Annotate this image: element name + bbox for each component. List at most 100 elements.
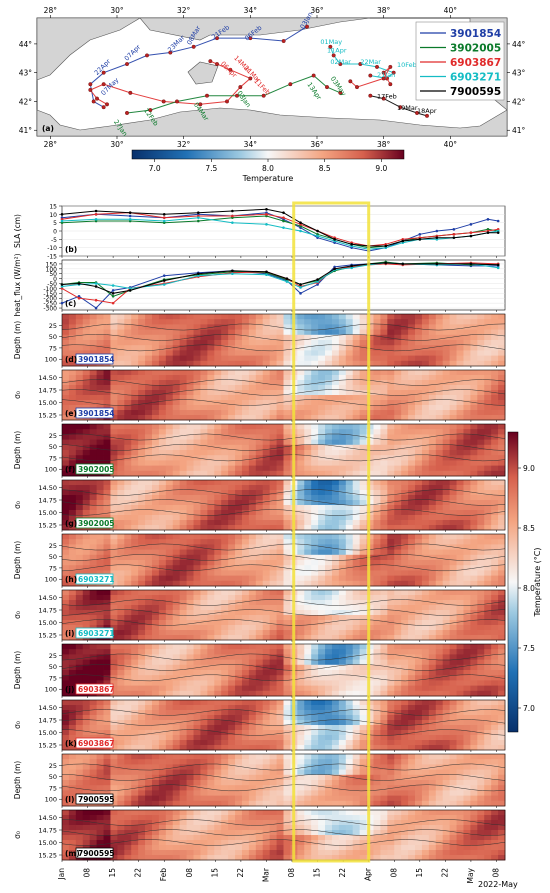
section-cell <box>145 415 153 421</box>
section-cell <box>352 480 361 486</box>
section-cell <box>463 534 471 540</box>
section-cell <box>331 520 340 526</box>
section-cell <box>124 410 132 416</box>
section-cell <box>470 615 478 621</box>
section-cell <box>435 415 444 421</box>
section-cell <box>158 685 167 692</box>
section-cell <box>359 690 367 697</box>
float-tag-box <box>75 517 114 529</box>
section-cell <box>484 525 492 531</box>
section-cell <box>221 675 229 681</box>
section-cell <box>131 520 139 526</box>
section-cell <box>262 370 271 376</box>
section-cell <box>352 630 361 636</box>
section-cell <box>89 439 98 446</box>
section-cell <box>138 580 146 587</box>
section-cell <box>269 380 277 386</box>
section-cell <box>325 334 333 341</box>
section-cell <box>124 664 132 671</box>
section-cell <box>449 395 457 401</box>
section-cell <box>283 500 291 506</box>
section-cell <box>408 620 416 626</box>
section-cell <box>62 539 70 545</box>
section-cell <box>235 560 243 566</box>
section-cell <box>241 455 250 461</box>
section-cell <box>124 480 132 486</box>
section-cell <box>318 324 326 330</box>
section-cell <box>491 534 499 540</box>
section-cell <box>68 664 77 671</box>
section-cell <box>228 340 236 346</box>
section-cell <box>75 570 84 576</box>
section-cell <box>145 590 153 596</box>
section-cell <box>338 319 347 325</box>
section-cell <box>325 434 333 440</box>
section-cell <box>186 605 194 611</box>
section-cell <box>318 500 326 506</box>
section-cell <box>200 670 208 676</box>
section-cell <box>442 495 451 501</box>
section-cell <box>394 590 402 596</box>
series-point-3901854 <box>316 283 319 286</box>
section-cell <box>193 549 201 556</box>
section-cell <box>477 415 485 421</box>
section-cell <box>68 345 77 351</box>
section-cell <box>283 685 291 692</box>
section-cell <box>477 465 485 472</box>
section-cell <box>221 390 229 396</box>
section-cell <box>366 390 374 396</box>
section-cell <box>415 444 423 451</box>
section-cell <box>235 329 243 336</box>
section-cell <box>221 350 229 356</box>
section-cell <box>331 610 340 616</box>
section-cell <box>491 544 499 550</box>
section-cell <box>138 480 146 486</box>
section-cell <box>359 615 367 621</box>
section-cell <box>145 670 153 676</box>
section-cell <box>276 424 284 430</box>
section-cell <box>158 460 167 466</box>
section-cell <box>415 455 423 461</box>
section-cell <box>491 314 499 320</box>
section-cell <box>470 340 478 346</box>
section-cell <box>62 635 70 641</box>
section-cell <box>262 605 271 611</box>
section-cell <box>373 615 381 621</box>
section-cell <box>145 549 153 556</box>
section-cell <box>124 429 132 435</box>
section-cell <box>325 554 333 561</box>
section-cell <box>491 400 499 406</box>
section-cell <box>311 444 319 451</box>
section-cell <box>241 680 250 686</box>
section-cell <box>138 470 146 477</box>
section-cell <box>304 570 312 576</box>
section-cell <box>75 350 84 356</box>
section-cell <box>394 450 402 456</box>
section-cell <box>214 485 222 491</box>
section-cell <box>477 340 485 346</box>
section-cell <box>463 350 471 356</box>
section-cell <box>325 400 333 406</box>
section-cell <box>269 485 277 491</box>
section-cell <box>311 460 319 466</box>
section-cell <box>228 385 236 391</box>
section-cell <box>221 385 229 391</box>
section-cell <box>359 434 367 440</box>
section-cell <box>387 340 395 346</box>
section-cell <box>221 490 229 496</box>
section-cell <box>172 654 181 660</box>
series-point-6903867 <box>111 301 115 305</box>
section-cell <box>228 455 236 461</box>
track-point <box>91 99 96 104</box>
section-cell <box>68 350 77 356</box>
section-cell <box>318 375 326 381</box>
section-cell <box>172 560 181 566</box>
section-cell <box>235 470 243 477</box>
section-cell <box>380 334 388 341</box>
section-cell <box>75 375 84 381</box>
section-cell <box>352 649 361 655</box>
section-cell <box>352 680 361 686</box>
section-cell <box>283 549 291 556</box>
section-cell <box>82 560 91 566</box>
section-cell <box>172 424 181 430</box>
